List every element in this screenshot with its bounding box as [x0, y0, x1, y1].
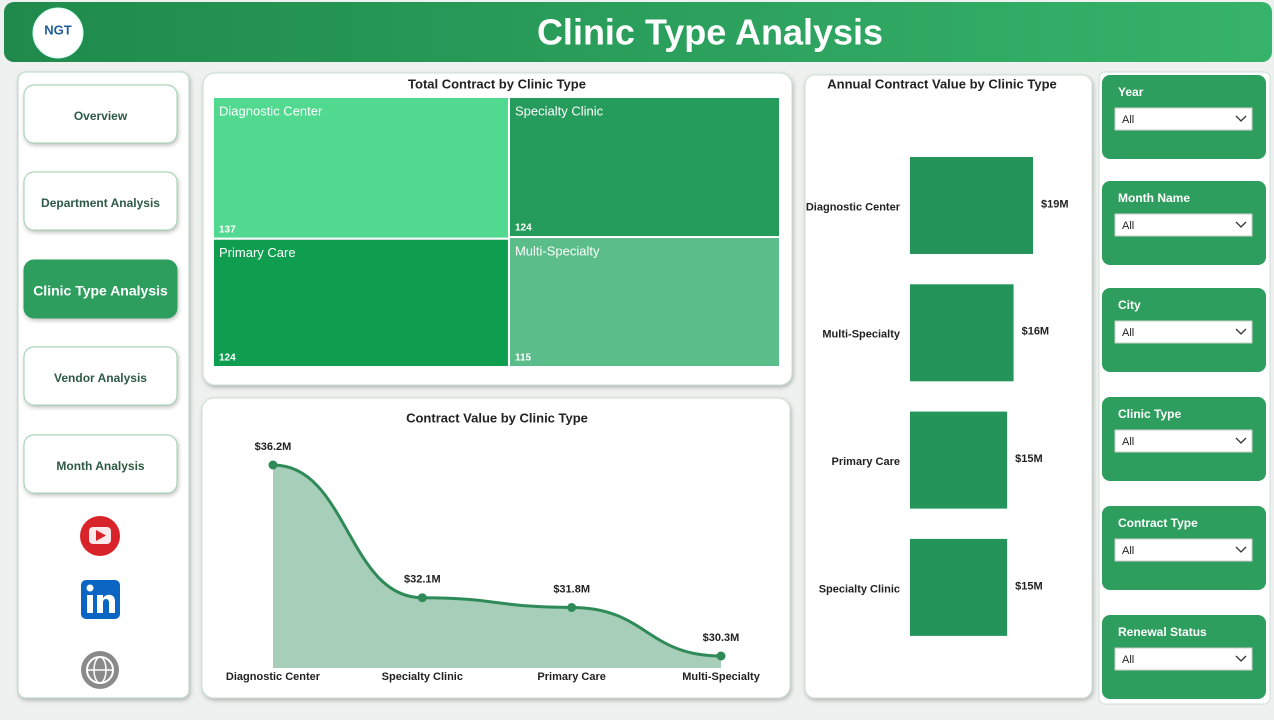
filter-value[interactable]: All	[1122, 114, 1134, 126]
data-point	[567, 602, 577, 612]
dropdown-arrow[interactable]	[1235, 546, 1247, 553]
chart-title: Annual Contract Value by Clinic Type	[827, 76, 1056, 91]
nav-label[interactable]: Overview	[74, 109, 128, 123]
data-point	[268, 460, 278, 470]
dropdown-arrow[interactable]	[1235, 221, 1247, 228]
x-tick-label: Primary Care	[537, 671, 606, 683]
x-tick-label: Specialty Clinic	[382, 671, 463, 683]
data-point	[417, 593, 427, 603]
filter-dropdown[interactable]	[1114, 538, 1253, 562]
filter-value[interactable]: All	[1122, 654, 1134, 666]
tile-label: Specialty Clinic	[515, 103, 604, 118]
data-label: $19M	[1041, 198, 1069, 210]
y-tick-label: Multi-Specialty	[822, 329, 901, 341]
filter-panel	[1098, 71, 1271, 705]
filter-label: Year	[1118, 85, 1144, 99]
data-label: $15M	[1015, 580, 1043, 592]
nav-label[interactable]: Department Analysis	[41, 196, 160, 210]
data-label: $32.1M	[404, 574, 441, 586]
chart-title: Contract Value by Clinic Type	[406, 410, 588, 425]
header-bar	[4, 2, 1272, 62]
web-icon[interactable]	[81, 651, 119, 689]
treemap-tile	[507, 96, 781, 239]
filter-dropdown[interactable]	[1114, 107, 1253, 131]
filter-dropdown[interactable]	[1114, 647, 1253, 671]
filter-value[interactable]: All	[1122, 327, 1134, 339]
tile-label: Primary Care	[219, 245, 296, 260]
y-tick-label: Specialty Clinic	[819, 583, 900, 595]
filter-dropdown[interactable]	[1114, 320, 1253, 344]
logo	[32, 7, 84, 59]
data-label: $15M	[1015, 453, 1043, 465]
dropdown-arrow[interactable]	[1235, 328, 1247, 335]
nav-button[interactable]	[23, 434, 178, 494]
filter-label: Renewal Status	[1118, 625, 1207, 639]
area-panel	[201, 397, 791, 699]
data-label: $30.3M	[703, 632, 740, 644]
linkedin-icon[interactable]	[81, 580, 120, 619]
area-line	[272, 463, 722, 658]
filter-label: Month Name	[1118, 191, 1190, 205]
tile-value: 124	[515, 223, 532, 234]
nav-button[interactable]	[23, 259, 178, 319]
y-tick-label: Primary Care	[832, 456, 901, 468]
tile-label: Multi-Specialty	[515, 244, 600, 259]
tile-label: Diagnostic Center	[219, 103, 323, 118]
y-tick-label: Diagnostic Center	[806, 201, 901, 213]
nav-label[interactable]: Vendor Analysis	[54, 371, 147, 385]
bar	[910, 538, 1008, 636]
dropdown-arrow[interactable]	[1235, 437, 1247, 444]
chart-title: Total Contract by Clinic Type	[408, 76, 586, 91]
filter-label: Clinic Type	[1118, 407, 1181, 421]
area-fill	[273, 465, 721, 668]
logo-text: NGT	[44, 22, 72, 37]
filter-value[interactable]: All	[1122, 436, 1134, 448]
filter-value[interactable]: All	[1122, 220, 1134, 232]
bar	[910, 284, 1014, 382]
treemap-tile	[212, 237, 510, 368]
treemap-tile	[212, 96, 510, 240]
nav-button[interactable]	[23, 171, 178, 231]
dropdown-arrow[interactable]	[1235, 655, 1247, 662]
data-label: $16M	[1022, 326, 1050, 338]
treemap-tile	[507, 236, 781, 368]
nav-label[interactable]: Clinic Type Analysis	[33, 283, 168, 299]
bar	[910, 411, 1008, 509]
data-label: $31.8M	[553, 583, 590, 595]
filter-label: Contract Type	[1118, 516, 1198, 530]
data-label: $36.2M	[255, 441, 292, 453]
filter-dropdown[interactable]	[1114, 213, 1253, 237]
tile-value: 115	[515, 353, 532, 364]
filter-value[interactable]: All	[1122, 545, 1134, 557]
youtube-icon[interactable]	[80, 516, 120, 556]
page-title: Clinic Type Analysis	[537, 12, 883, 53]
nav-button[interactable]	[23, 346, 178, 406]
data-point	[716, 651, 726, 661]
dropdown-arrow[interactable]	[1235, 115, 1247, 122]
bar	[910, 157, 1033, 254]
tile-value: 124	[219, 353, 236, 364]
x-tick-label: Multi-Specialty	[682, 671, 761, 683]
filter-dropdown[interactable]	[1114, 429, 1253, 453]
tile-value: 137	[219, 224, 236, 235]
filter-label: City	[1118, 298, 1141, 312]
x-tick-label: Diagnostic Center	[226, 671, 321, 683]
nav-button[interactable]	[23, 84, 178, 144]
nav-label[interactable]: Month Analysis	[56, 459, 145, 473]
